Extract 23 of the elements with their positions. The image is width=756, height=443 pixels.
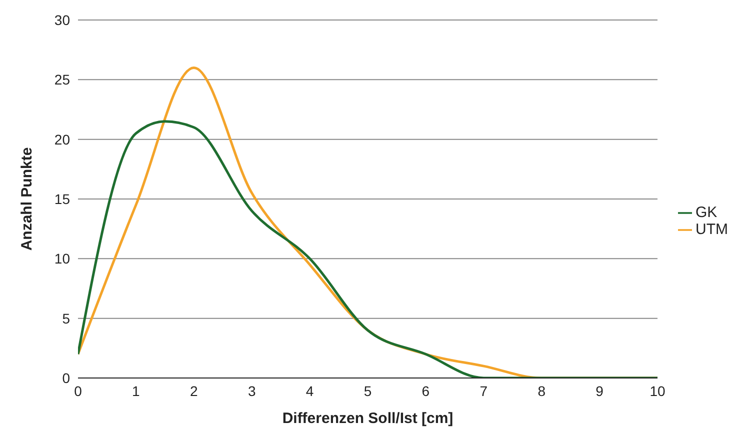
x-tick-label: 0 [74, 382, 82, 399]
x-tick-label: 3 [248, 382, 256, 399]
x-tick-label: 4 [306, 382, 314, 399]
x-tick-label: 6 [422, 382, 430, 399]
x-tick-label: 2 [190, 382, 198, 399]
y-tick-label: 15 [54, 190, 70, 207]
y-tick-label: 25 [54, 72, 70, 88]
legend-label: UTM [696, 220, 728, 238]
y-axis-title: Anzahl Punkte [18, 147, 36, 251]
x-axis-title: Differenzen Soll/Ist [cm] [282, 410, 454, 427]
x-tick-label: 9 [596, 382, 604, 399]
y-tick-label: 10 [54, 250, 70, 267]
y-tick-label: 0 [62, 370, 70, 386]
legend-label: GK [696, 204, 718, 220]
x-tick-label: 10 [650, 382, 666, 399]
y-tick-label: 30 [54, 12, 70, 28]
line-series [78, 120, 658, 378]
x-tick-label: 1 [132, 382, 140, 399]
y-tick-label: 5 [62, 310, 70, 326]
y-tick-label: 20 [54, 131, 70, 148]
x-tick-label: 7 [480, 382, 488, 399]
x-tick-label: 5 [364, 382, 372, 399]
x-tick-label: 8 [538, 382, 546, 399]
